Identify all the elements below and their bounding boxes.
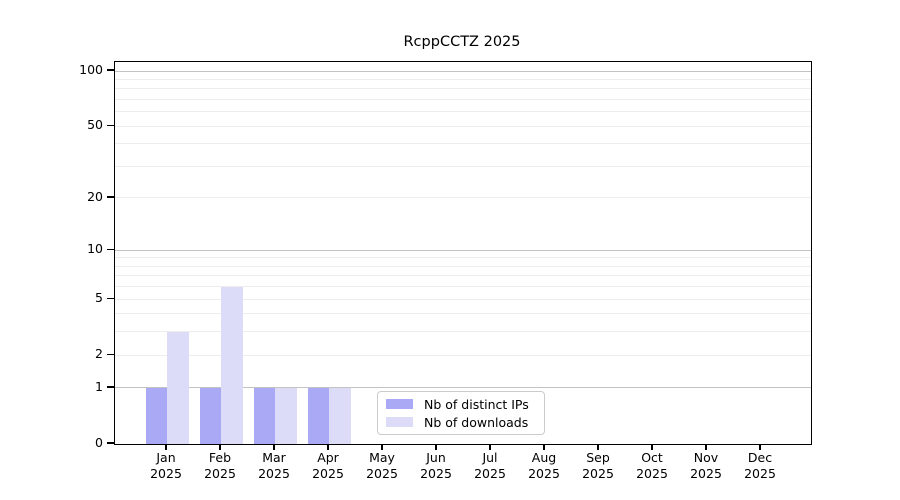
x-tick (381, 444, 383, 450)
x-tick (597, 444, 599, 450)
x-tick-label-jan: Jan 2025 (150, 450, 182, 481)
minor-gridline (115, 354, 811, 356)
bar-jan-ips (145, 387, 167, 444)
legend-label-distinct-ips: Nb of distinct IPs (424, 396, 529, 412)
y-tick-label: 5 (95, 290, 103, 306)
minor-gridline (115, 331, 811, 333)
x-tick-label-feb: Feb 2025 (204, 450, 236, 481)
y-tick (107, 353, 114, 355)
chart-title: RcppCCTZ 2025 (403, 34, 521, 50)
minor-gridline (115, 88, 811, 90)
minor-gridline (115, 78, 811, 80)
legend-swatch-distinct-ips (386, 399, 413, 409)
bar-feb-downloads (221, 286, 243, 444)
legend-swatch-downloads (386, 417, 413, 427)
y-tick (107, 196, 114, 198)
minor-gridline (115, 125, 811, 127)
major-gridline (115, 70, 811, 72)
minor-gridline (115, 275, 811, 277)
bar-feb-ips (199, 387, 221, 444)
legend-entry-distinct-ips: Nb of distinct IPs (386, 397, 536, 412)
x-tick (435, 444, 437, 450)
legend-entry-downloads: Nb of downloads (386, 415, 536, 430)
legend: Nb of distinct IPs Nb of downloads (377, 391, 545, 435)
minor-gridline (115, 143, 811, 145)
minor-gridline (115, 111, 811, 113)
major-gridline (115, 249, 811, 251)
plot-area (114, 61, 812, 445)
x-tick-label-dec: Dec 2025 (744, 450, 776, 481)
minor-gridline (115, 265, 811, 267)
x-tick-label-may: May 2025 (366, 450, 398, 481)
x-tick (705, 444, 707, 450)
x-tick-label-oct: Oct 2025 (636, 450, 668, 481)
y-tick-label: 0 (95, 435, 103, 450)
x-tick-label-apr: Apr 2025 (312, 450, 344, 481)
bar-mar-downloads (275, 387, 297, 444)
y-tick (107, 442, 114, 444)
x-tick (327, 444, 329, 450)
x-tick-label-nov: Nov 2025 (690, 450, 722, 481)
x-tick (651, 444, 653, 450)
major-gridline (115, 387, 811, 389)
y-tick (107, 248, 114, 250)
y-tick (107, 297, 114, 299)
minor-gridline (115, 313, 811, 315)
x-tick-label-sep: Sep 2025 (582, 450, 614, 481)
minor-gridline (115, 286, 811, 288)
y-tick (107, 69, 114, 71)
y-tick-label: 10 (87, 241, 103, 257)
bar-apr-downloads (329, 387, 351, 444)
x-tick-label-mar: Mar 2025 (258, 450, 290, 481)
x-tick-label-jun: Jun 2025 (420, 450, 452, 481)
x-tick (273, 444, 275, 450)
y-tick-label: 100 (79, 62, 103, 78)
bar-mar-ips (253, 387, 275, 444)
minor-gridline (115, 257, 811, 259)
y-tick-label: 1 (95, 378, 103, 394)
bar-apr-ips (307, 387, 329, 444)
y-tick-label: 50 (87, 117, 103, 133)
x-tick (489, 444, 491, 450)
x-tick (219, 444, 221, 450)
minor-gridline (115, 166, 811, 167)
y-tick (107, 124, 114, 126)
x-tick (759, 444, 761, 450)
x-tick-label-jul: Jul 2025 (474, 450, 506, 481)
minor-gridline (115, 197, 811, 199)
x-tick (165, 444, 167, 450)
x-tick (543, 444, 545, 450)
bar-jan-downloads (167, 331, 189, 444)
y-tick (107, 386, 114, 388)
minor-gridline (115, 99, 811, 101)
legend-label-downloads: Nb of downloads (424, 414, 529, 430)
y-tick-label: 2 (95, 346, 103, 362)
x-tick-label-aug: Aug 2025 (528, 450, 560, 481)
y-tick-label: 20 (87, 188, 103, 204)
minor-gridline (115, 298, 811, 300)
